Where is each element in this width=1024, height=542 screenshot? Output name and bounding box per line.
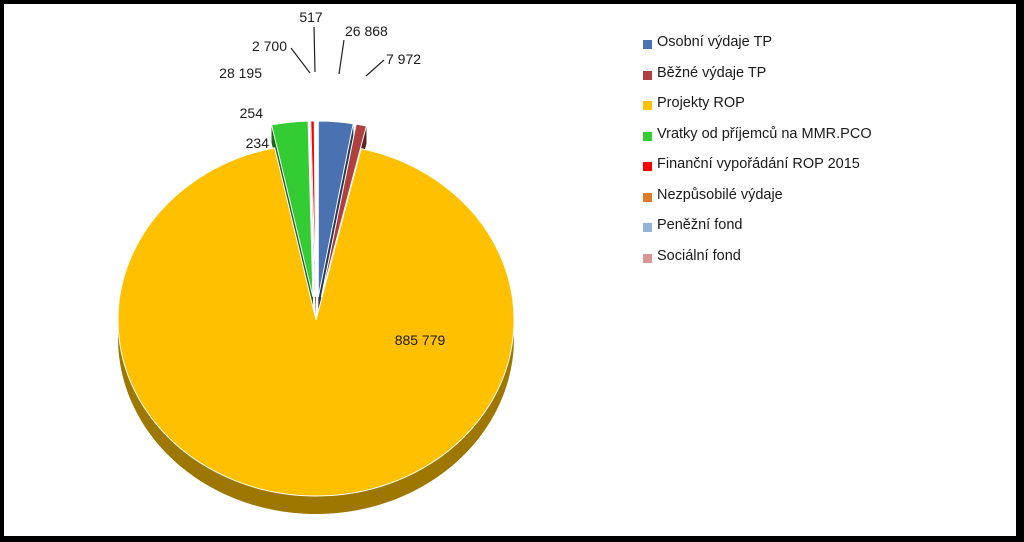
data-label-vratky-od-prijemcu-na-mmr-pco: 28 195 xyxy=(219,65,262,81)
legend-item-projekty-rop: Projekty ROP xyxy=(636,91,966,122)
legend-item-financni-vyporadani-rop-2015: Finanční vypořádání ROP 2015 xyxy=(636,152,966,183)
legend-item-socialni-fond: Sociální fond xyxy=(636,244,966,275)
legend-item-penezni-fond: Peněžní fond xyxy=(636,213,966,244)
pie-slice-bezne-vydaje-tp[interactable] xyxy=(320,123,367,298)
legend-label-penezni-fond: Peněžní fond xyxy=(657,217,743,233)
legend-swatch-osobni-vydaje-tp xyxy=(643,40,652,49)
pie-slice-vratky-od-prijemcu-na-mmr-pco[interactable] xyxy=(270,120,314,298)
legend-item-bezne-vydaje-tp: Běžné výdaje TP xyxy=(636,61,966,92)
leader-line-bezne-vydaje-tp xyxy=(365,59,385,77)
data-label-nezpusobile-vydaje: 517 xyxy=(299,9,323,25)
data-label-financni-vyporadani-rop-2015: 2 700 xyxy=(252,38,287,54)
legend-swatch-socialni-fond xyxy=(643,253,652,263)
legend-label-vratky-od-prijemcu-na-mmr-pco: Vratky od příjemců na MMR.PCO xyxy=(657,125,872,142)
legend: Osobní výdaje TP Běžné výdaje TP Projekty … xyxy=(636,30,966,274)
legend-swatch-penezni-fond xyxy=(643,223,652,232)
pie-slice-osobni-vydaje-tp[interactable] xyxy=(317,120,354,298)
data-label-penezni-fond: 254 xyxy=(240,105,264,121)
legend-swatch-financni-vyporadani-rop-2015 xyxy=(643,162,652,171)
legend-item-vratky-od-prijemcu-na-mmr-pco: Vratky od příjemců na MMR.PCO xyxy=(636,122,966,153)
data-label-projekty-rop: 885 779 xyxy=(395,332,446,348)
data-label-socialni-fond: 234 xyxy=(246,135,270,151)
pie-slice-projekty-rop[interactable] xyxy=(117,147,515,497)
data-label-bezne-vydaje-tp: 7 972 xyxy=(386,51,421,67)
legend-label-nezpusobile-vydaje: Nezpůsobilé výdaje xyxy=(657,186,783,203)
leader-line-osobni-vydaje-tp xyxy=(338,39,345,75)
pie-slices-layer xyxy=(117,120,515,497)
legend-swatch-bezne-vydaje-tp xyxy=(643,70,652,80)
legend-label-socialni-fond: Sociální fond xyxy=(657,247,741,264)
pie-labels-layer: 26 868 7 972 885 779 28 195 2 700 517 254 234 xyxy=(219,9,445,348)
data-label-osobni-vydaje-tp: 26 868 xyxy=(345,23,388,39)
legend-item-osobni-vydaje-tp: Osobní výdaje TP xyxy=(636,30,966,61)
legend-swatch-vratky-od-prijemcu-na-mmr-pco xyxy=(643,131,652,141)
legend-label-financni-vyporadani-rop-2015: Finanční vypořádání ROP 2015 xyxy=(657,156,860,172)
legend-label-bezne-vydaje-tp: Běžné výdaje TP xyxy=(657,64,767,81)
legend-swatch-projekty-rop xyxy=(643,101,652,110)
legend-swatch-nezpusobile-vydaje xyxy=(643,192,652,202)
legend-item-nezpusobile-vydaje: Nezpůsobilé výdaje xyxy=(636,183,966,214)
legend-label-projekty-rop: Projekty ROP xyxy=(657,95,745,111)
leader-line-financni-vyporadani-rop-2015 xyxy=(290,47,311,74)
leader-line-nezpusobile-vydaje xyxy=(313,26,316,73)
legend-label-osobni-vydaje-tp: Osobní výdaje TP xyxy=(657,34,772,50)
